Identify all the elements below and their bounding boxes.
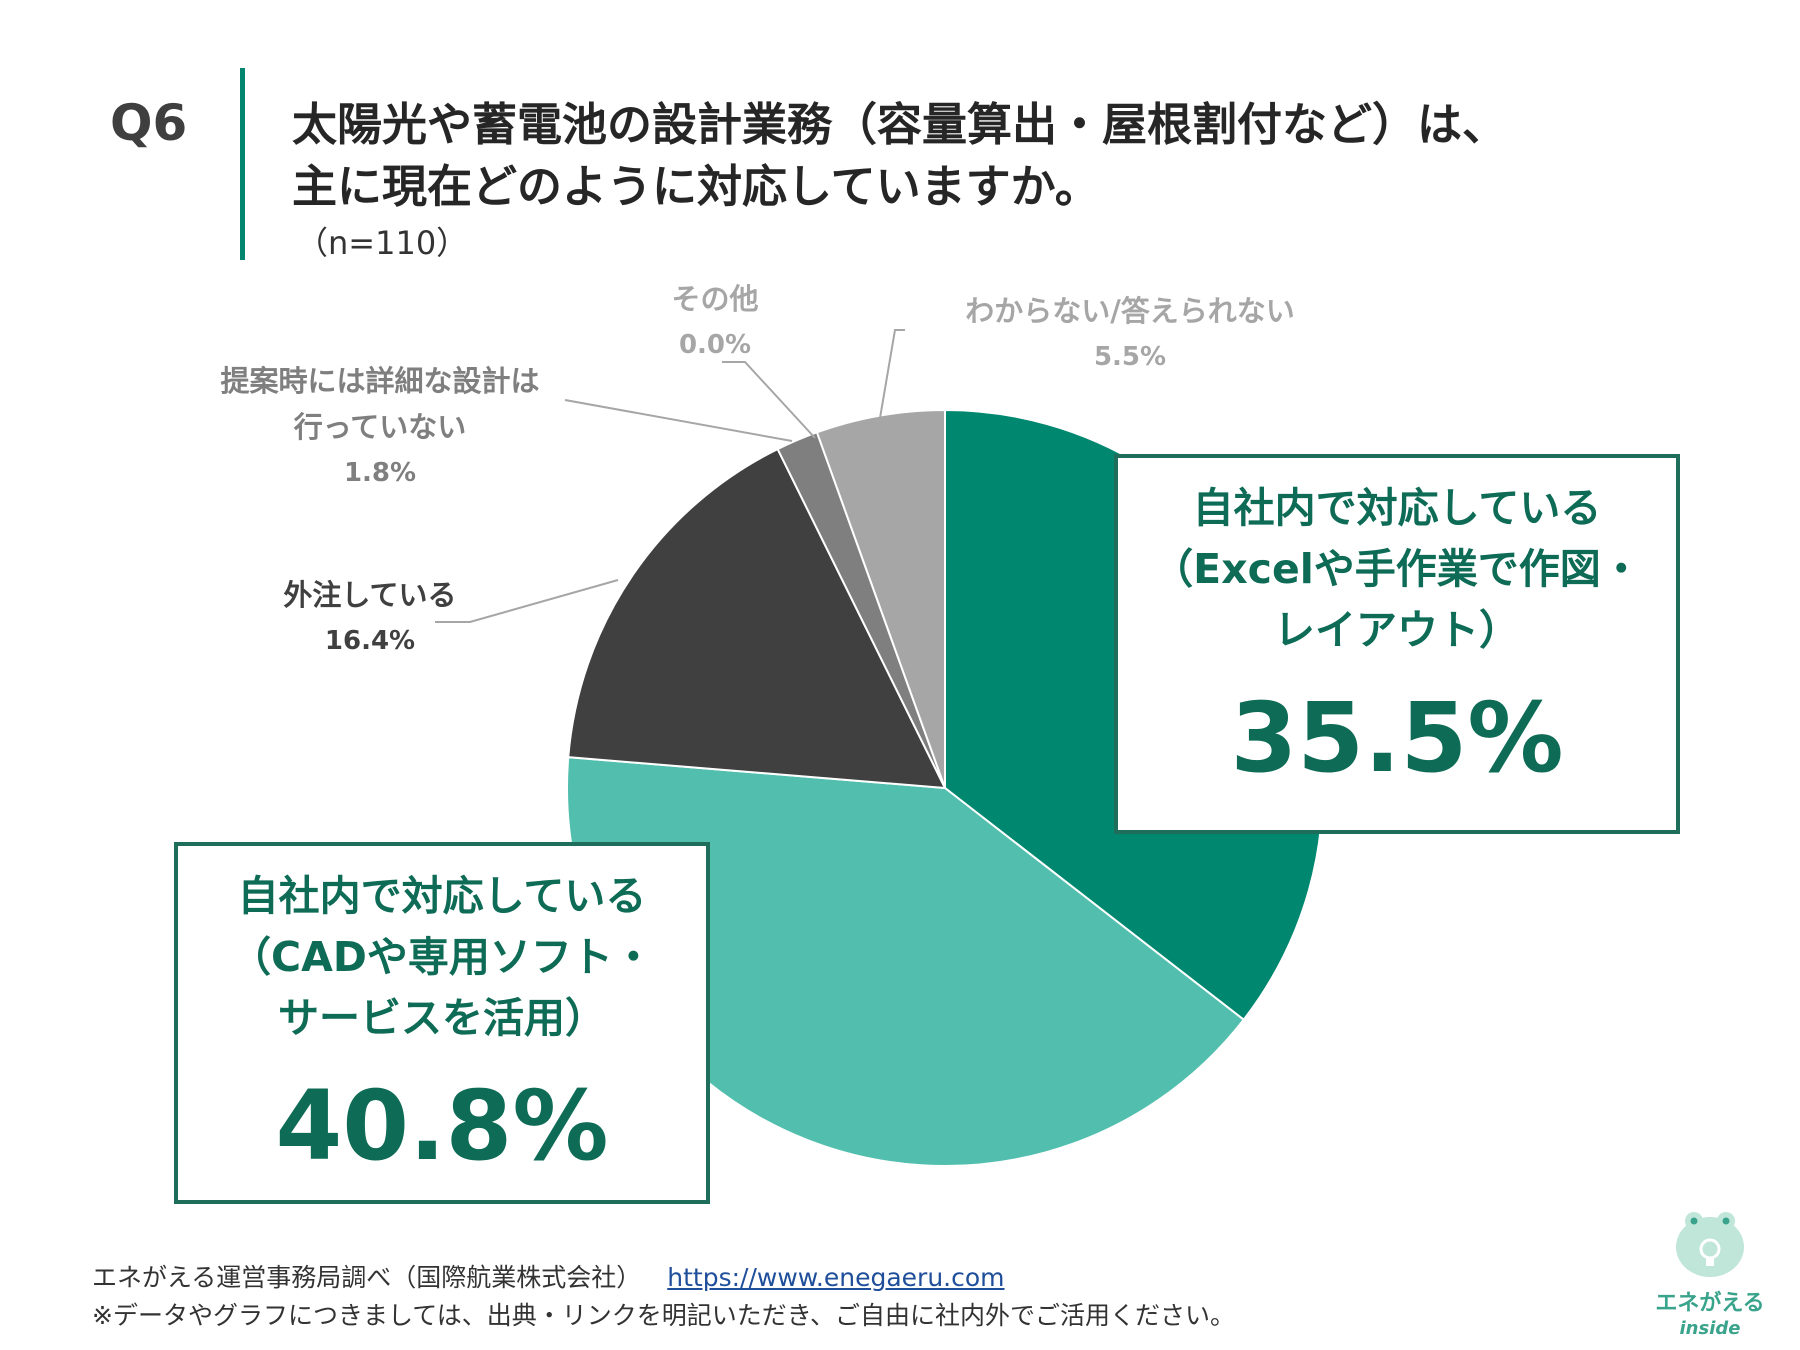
callout-excel-line1: 自社内で対応している — [1192, 484, 1602, 532]
logo-text: エネがえる — [1655, 1291, 1765, 1316]
pie-slice-2 — [567, 447, 947, 790]
callout-cad: 自社内で対応している （CADや専用ソフト・ サービスを活用） 40.8% — [174, 842, 710, 1204]
label-nodesign-line1: 提案時には詳細な設計は — [220, 364, 540, 398]
frog-lightbulb-icon — [1676, 1212, 1744, 1277]
leader-line-nodesign — [564, 399, 793, 442]
enegaeru-logo: エネがえる inside — [1640, 1195, 1780, 1345]
label-nodesign-line2: 行っていない — [293, 410, 467, 444]
question-title-line2: 主に現在どのように対応していますか。 — [292, 160, 1100, 213]
label-unknown: わからない/答えられない 5.5% — [920, 288, 1340, 380]
callout-excel-value: 35.5% — [1230, 682, 1564, 794]
leader-line-other — [722, 361, 816, 439]
callout-excel-line3: レイアウト） — [1274, 606, 1520, 654]
callout-cad-line1: 自社内で対応している — [237, 872, 647, 920]
label-other-name: その他 — [671, 282, 759, 316]
label-outsource-value: 16.4% — [324, 626, 416, 656]
question-divider — [240, 68, 245, 260]
sample-size: （n=110） — [296, 224, 469, 262]
label-outsource-name: 外注している — [283, 578, 457, 612]
label-no-detailed-design: 提案時には詳細な設計は 行っていない 1.8% — [170, 358, 590, 496]
question-number: Q6 — [110, 94, 188, 152]
callout-excel: 自社内で対応している （Excelや手作業で作図・ レイアウト） 35.5% — [1114, 454, 1680, 834]
footer-source-text: エネがえる運営事務局調べ（国際航業株式会社） — [92, 1263, 642, 1292]
leader-line-unknown — [879, 329, 905, 419]
callout-excel-line2: （Excelや手作業で作図・ — [1152, 545, 1642, 593]
callout-cad-line2: （CADや専用ソフト・ — [230, 933, 654, 981]
callout-cad-value: 40.8% — [275, 1070, 609, 1182]
label-outsource: 外注している 16.4% — [240, 572, 500, 664]
label-unknown-value: 5.5% — [1093, 342, 1167, 372]
label-other-value: 0.0% — [678, 330, 752, 360]
question-title-line1: 太陽光や蓄電池の設計業務（容量算出・屋根割付など）は、 — [292, 98, 1508, 151]
leader-line-outsource — [435, 579, 619, 623]
footer-url-link[interactable]: https://www.enegaeru.com — [667, 1263, 1005, 1292]
logo-subtext: inside — [1679, 1318, 1741, 1339]
label-nodesign-value: 1.8% — [343, 458, 417, 488]
footer-note: ※データやグラフにつきましては、出典・リンクを明記いただき、ご自由に社内外でご活… — [92, 1301, 1235, 1330]
label-other: その他 0.0% — [620, 276, 810, 368]
footer-source: エネがえる運営事務局調べ（国際航業株式会社） https://www.enegae… — [92, 1258, 1005, 1294]
callout-cad-line3: サービスを活用） — [278, 994, 606, 1042]
label-unknown-name: わからない/答えられない — [965, 294, 1295, 328]
question-title: 太陽光や蓄電池の設計業務（容量算出・屋根割付など）は、 主に現在どのように対応し… — [292, 94, 1507, 218]
